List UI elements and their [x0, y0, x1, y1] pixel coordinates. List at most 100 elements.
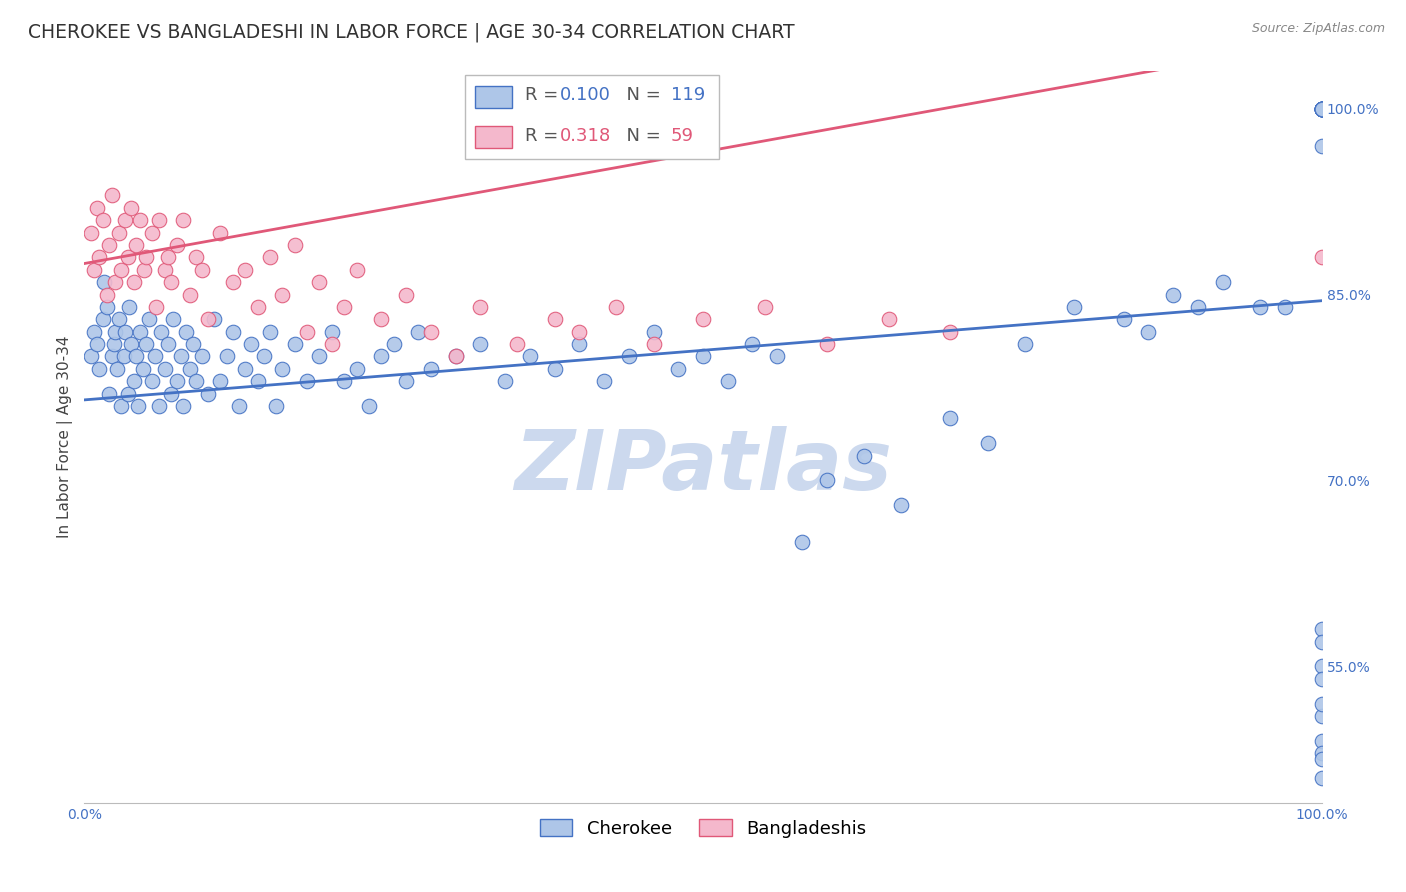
Point: [643, 325, 665, 339]
Point: [1310, 734, 1333, 748]
Point: [104, 275, 127, 289]
Text: 0.318: 0.318: [560, 127, 610, 145]
Point: [1014, 337, 1036, 351]
Point: [148, 213, 170, 227]
Point: [568, 325, 591, 339]
Point: [617, 350, 640, 364]
Point: [395, 287, 418, 301]
Point: [98, 386, 121, 401]
Point: [114, 213, 136, 227]
Point: [108, 312, 131, 326]
Point: [333, 374, 356, 388]
Point: [141, 226, 163, 240]
Point: [766, 350, 789, 364]
Point: [91, 312, 114, 326]
Point: [1310, 102, 1333, 116]
Point: [162, 312, 184, 326]
Point: [815, 337, 838, 351]
Point: [308, 275, 330, 289]
Point: [1310, 102, 1333, 116]
Point: [122, 374, 145, 388]
Point: [692, 312, 714, 326]
Point: [112, 350, 135, 364]
Point: [215, 350, 238, 364]
Point: [233, 362, 256, 376]
Point: [86, 337, 108, 351]
Point: [86, 201, 108, 215]
Point: [96, 300, 118, 314]
Point: [395, 374, 418, 388]
Point: [259, 250, 281, 264]
Point: [1161, 287, 1184, 301]
Point: [160, 386, 183, 401]
Point: [138, 312, 160, 326]
Point: [444, 350, 467, 364]
Point: [179, 287, 201, 301]
Point: [228, 399, 250, 413]
Point: [184, 374, 207, 388]
Point: [1310, 659, 1333, 673]
Point: [470, 337, 492, 351]
Point: [593, 374, 616, 388]
FancyBboxPatch shape: [465, 75, 718, 159]
Point: [790, 535, 813, 549]
Point: [246, 300, 269, 314]
Point: [1310, 102, 1333, 116]
Point: [1249, 300, 1271, 314]
Point: [166, 238, 188, 252]
Point: [408, 325, 430, 339]
Point: [754, 300, 776, 314]
Point: [127, 399, 149, 413]
Point: [222, 325, 245, 339]
Point: [83, 325, 105, 339]
Point: [1310, 250, 1333, 264]
Point: [197, 312, 219, 326]
Point: [160, 275, 183, 289]
Point: [370, 312, 392, 326]
Y-axis label: In Labor Force | Age 30-34: In Labor Force | Age 30-34: [58, 335, 73, 539]
Point: [117, 250, 139, 264]
Point: [110, 262, 132, 277]
Point: [271, 287, 294, 301]
Point: [284, 238, 307, 252]
Point: [181, 337, 204, 351]
Point: [174, 325, 197, 339]
Point: [179, 362, 201, 376]
Point: [166, 374, 188, 388]
Point: [172, 213, 194, 227]
Point: [692, 350, 714, 364]
Point: [83, 262, 105, 277]
Legend: Cherokee, Bangladeshis: Cherokee, Bangladeshis: [533, 813, 873, 845]
Point: [419, 325, 441, 339]
Point: [1310, 102, 1333, 116]
Point: [741, 337, 763, 351]
Point: [333, 300, 356, 314]
Point: [100, 350, 122, 364]
Point: [264, 399, 287, 413]
Point: [129, 213, 152, 227]
Point: [197, 386, 219, 401]
Point: [1310, 138, 1333, 153]
Point: [122, 275, 145, 289]
Point: [295, 374, 318, 388]
Point: [141, 374, 163, 388]
Point: [153, 262, 176, 277]
Point: [93, 275, 115, 289]
Point: [346, 362, 368, 376]
Point: [1310, 102, 1333, 116]
Point: [222, 275, 245, 289]
Point: [89, 250, 111, 264]
Point: [117, 386, 139, 401]
Text: 0.100: 0.100: [560, 87, 610, 104]
Point: [191, 262, 214, 277]
Point: [815, 474, 838, 488]
Point: [643, 337, 665, 351]
Point: [346, 262, 368, 277]
Point: [1310, 102, 1333, 116]
Point: [170, 350, 193, 364]
Point: [666, 362, 689, 376]
Point: [717, 374, 740, 388]
Point: [79, 226, 101, 240]
Point: [1310, 102, 1333, 116]
Point: [357, 399, 380, 413]
